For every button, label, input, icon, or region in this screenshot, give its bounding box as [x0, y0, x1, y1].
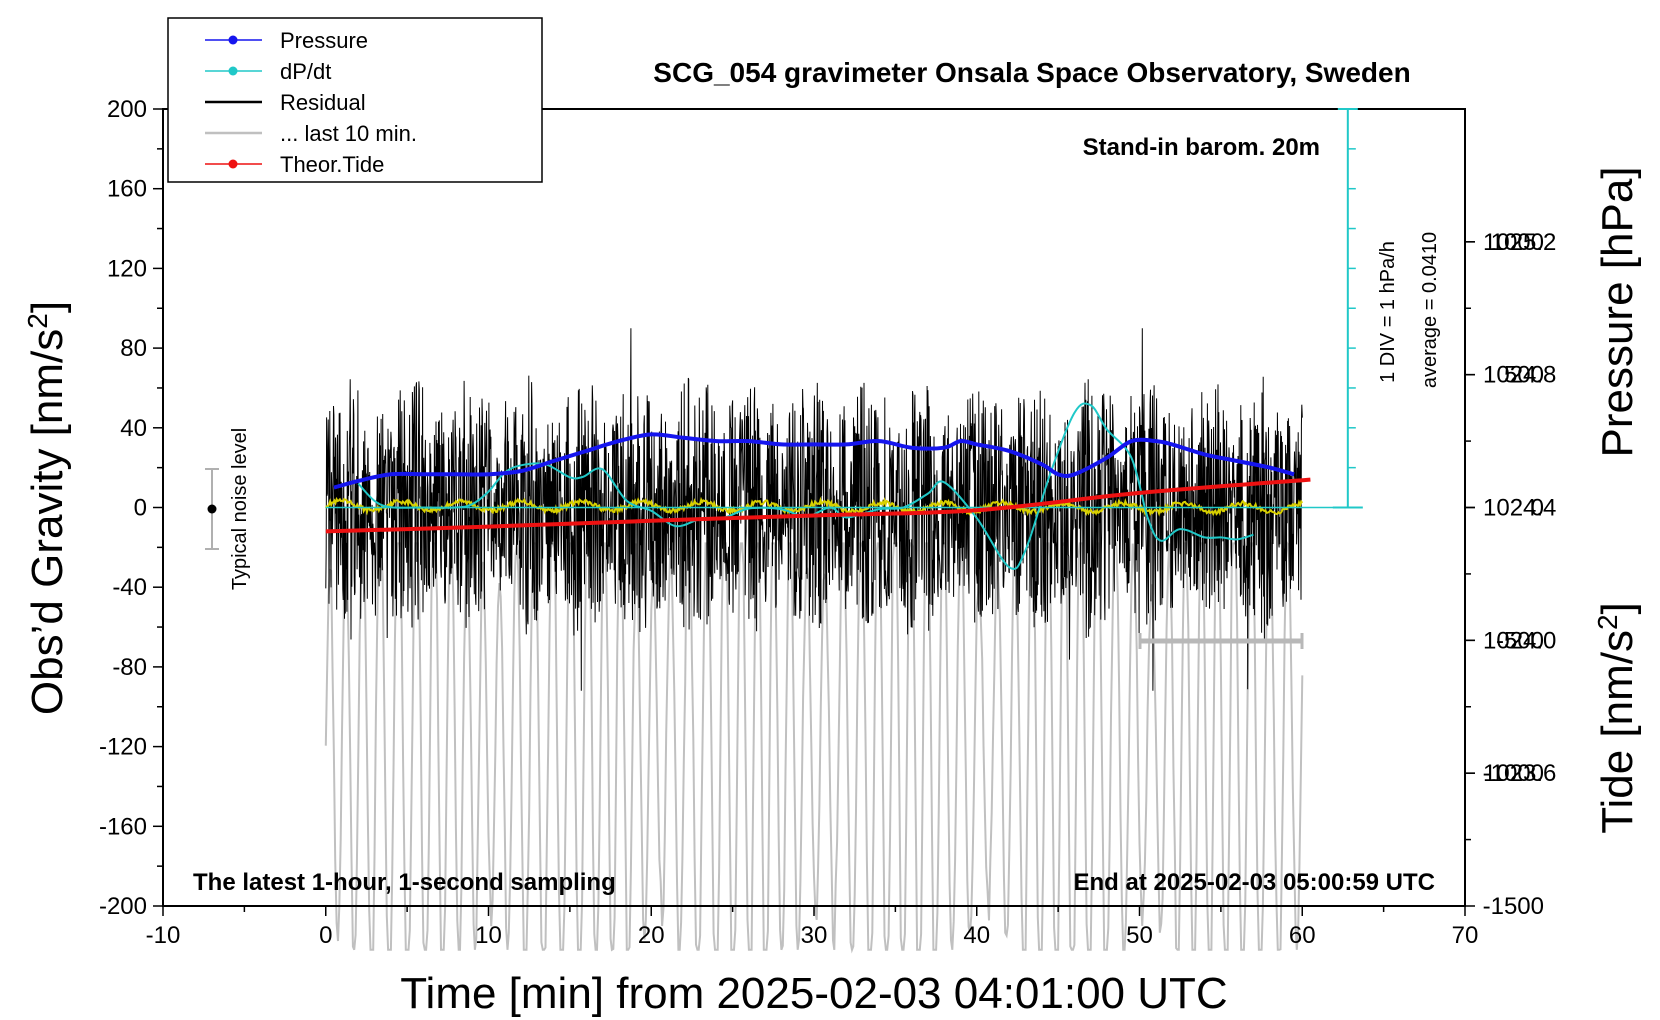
barometer-note: Stand-in barom. 20m	[1083, 134, 1320, 161]
y-tick-label: 80	[120, 335, 147, 362]
legend-swatch-marker	[228, 66, 238, 76]
x-tick-label: 40	[963, 922, 990, 949]
tide-tick-label: 0	[1531, 495, 1544, 522]
residual-line	[325, 328, 1303, 691]
legend-box	[167, 17, 543, 183]
legend-label: ... last 10 min.	[280, 121, 417, 146]
x-tick-label: 30	[801, 922, 828, 949]
legend-item: dP/dt	[205, 59, 331, 84]
x-tick-label: 20	[638, 922, 665, 949]
x-tick-label: 10	[475, 922, 502, 949]
y-tick-label: -80	[112, 654, 147, 681]
noise-level-label: Typical noise level	[229, 428, 251, 590]
x-tick-label: 60	[1289, 922, 1316, 949]
y-tick-label: -200	[99, 893, 147, 920]
x-tick-label: 50	[1126, 922, 1153, 949]
legend-swatch-marker	[228, 35, 238, 45]
y-tick-label: 160	[107, 176, 147, 203]
end-time-note: End at 2025-02-03 05:00:59 UTC	[1074, 869, 1436, 896]
sampling-note: The latest 1-hour, 1-second sampling	[193, 869, 616, 896]
x-tick-label: -10	[146, 922, 181, 949]
tide-tick-label: 500	[1504, 362, 1544, 389]
legend-label: Theor.Tide	[280, 152, 384, 177]
legend-swatch-marker	[228, 159, 238, 169]
legend-item: Theor.Tide	[205, 152, 384, 177]
y-tick-label: -40	[112, 574, 147, 601]
last-10-min-line	[324, 540, 1304, 954]
legend-label: Residual	[280, 90, 366, 115]
tide-tick-label: 1000	[1491, 229, 1544, 256]
legend-item: Pressure	[205, 28, 368, 53]
tide-tick-label: -500	[1496, 627, 1544, 654]
tide-tick-label: -1000	[1483, 760, 1544, 787]
y-tick-label: 120	[107, 255, 147, 282]
pressure-tick-label: 1023.6	[1483, 760, 1556, 787]
residual-series	[325, 328, 1303, 691]
dpdt-scale-bar	[1332, 108, 1363, 509]
y-axis-gravity: 200 160 120 80 40 0 -40 -80 -120 -160 -200	[99, 96, 163, 920]
pressure-tick-label: 1024.8	[1483, 362, 1556, 389]
legend-item: Residual	[205, 90, 366, 115]
x-axis: -10 0 10 20 30 40 50 60 70	[146, 906, 1479, 949]
y-axis-label: Obs’d Gravity [nm/s2]	[22, 301, 73, 715]
y-tick-label: -160	[99, 813, 147, 840]
y-tick-label: -120	[99, 734, 147, 761]
pressure-series	[333, 432, 1295, 490]
legend-item: ... last 10 min.	[205, 121, 417, 146]
noise-level-bar	[205, 468, 219, 550]
tide-tick-label: -1500	[1483, 893, 1544, 920]
average-note: average = 0.0410	[1419, 232, 1441, 388]
pressure-axis-label: Pressure [hPa]	[1593, 166, 1642, 457]
theor-tide-series	[325, 477, 1311, 534]
y-axis-tide: 1000 500 0 -500 -1000 -1500	[1465, 229, 1544, 920]
pressure-tick-label: 1025.2	[1483, 229, 1556, 256]
pressure-tick-label: 1024.0	[1483, 627, 1556, 654]
last-10-min-series	[324, 540, 1304, 954]
y-axis-pressure: 1025.2 1024.8 1024.4 1024.0 1023.6	[1465, 229, 1556, 841]
pressure-tick-label: 1024.4	[1483, 495, 1556, 522]
legend-label: Pressure	[280, 28, 368, 53]
last-10-min-bar	[1138, 633, 1304, 649]
x-axis-label: Time [min] from 2025-02-03 04:01:00 UTC	[400, 969, 1227, 1018]
div-note: 1 DIV = 1 hPa/h	[1377, 241, 1399, 383]
pressure-line	[333, 432, 1295, 490]
y-tick-label: 200	[107, 96, 147, 123]
x-tick-label: 70	[1452, 922, 1479, 949]
x-tick-label: 0	[319, 922, 332, 949]
chart-title: SCG_054 gravimeter Onsala Space Observat…	[653, 57, 1410, 88]
tide-axis-label: Tide [nm/s2]	[1592, 602, 1643, 834]
legend-label: dP/dt	[280, 59, 331, 84]
y-tick-label: 0	[134, 495, 147, 522]
theor-tide-line	[325, 477, 1311, 534]
y-tick-label: 40	[120, 415, 147, 442]
legend: Pressure dP/dt Residual ... last 10 min. The…	[167, 17, 543, 183]
